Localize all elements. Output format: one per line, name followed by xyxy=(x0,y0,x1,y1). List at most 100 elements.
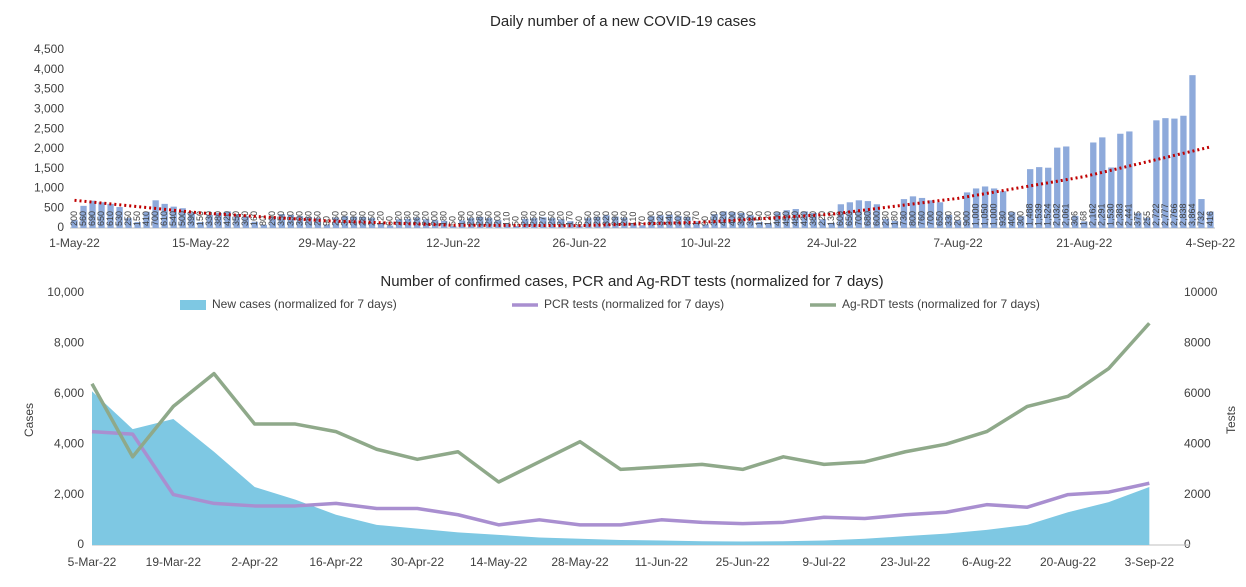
bar xyxy=(459,220,466,228)
y-tick-label: 0 xyxy=(77,537,84,551)
bar xyxy=(648,216,655,228)
bar xyxy=(233,214,240,228)
y-tick-label: 3,000 xyxy=(34,102,64,116)
y-tick-label: 8,000 xyxy=(54,336,84,350)
data-label: 120 xyxy=(763,211,773,226)
data-label: 410 xyxy=(141,211,151,226)
data-label: 800 xyxy=(907,211,917,226)
x-tick-label: 25-Jun-22 xyxy=(716,555,770,569)
bar xyxy=(549,218,556,228)
bar xyxy=(810,212,817,228)
data-label: 380 xyxy=(736,211,746,226)
data-label: 1,524 xyxy=(1043,203,1053,226)
data-label: 250 xyxy=(547,211,557,226)
bar xyxy=(990,188,998,228)
data-label: 60 xyxy=(384,216,394,226)
bar xyxy=(125,218,132,228)
y-tick-label: 10000 xyxy=(1184,285,1218,299)
bar xyxy=(927,200,935,228)
chart-title: Daily number of a new COVID-19 cases xyxy=(490,13,756,30)
bar xyxy=(477,216,484,228)
bar xyxy=(504,223,511,228)
bar xyxy=(936,202,944,228)
x-tick-label: 16-Apr-22 xyxy=(309,555,363,569)
y-tick-label: 10,000 xyxy=(47,285,84,299)
data-label: 930 xyxy=(998,211,1008,226)
data-label: 330 xyxy=(204,211,214,226)
bar xyxy=(630,223,637,228)
bar xyxy=(513,226,520,228)
bar xyxy=(801,211,808,228)
bar xyxy=(945,214,953,228)
bar xyxy=(278,214,286,228)
bar xyxy=(1144,217,1151,228)
data-label: 110 xyxy=(628,212,638,226)
legend-swatch xyxy=(180,300,206,310)
bar xyxy=(1090,142,1097,228)
data-label: 680 xyxy=(862,211,872,226)
data-label: 290 xyxy=(610,211,620,226)
bar xyxy=(756,222,763,228)
bar xyxy=(224,211,231,228)
data-label: 320 xyxy=(601,211,611,226)
bar xyxy=(242,216,249,228)
x-tick-label: 2-Apr-22 xyxy=(231,555,278,569)
x-tick-label: 21-Aug-22 xyxy=(1056,236,1112,250)
data-label: 220 xyxy=(393,211,403,226)
data-label: 2,777 xyxy=(1160,203,1170,226)
bar xyxy=(882,218,890,228)
bar xyxy=(413,217,421,228)
y-tick-label: 3,500 xyxy=(34,82,64,96)
bar xyxy=(657,215,664,228)
bar xyxy=(1189,75,1196,228)
y-tick-label: 4,500 xyxy=(34,42,64,56)
bar xyxy=(152,200,159,228)
bar xyxy=(134,222,141,228)
bar xyxy=(251,221,258,228)
data-label: 380 xyxy=(808,211,818,226)
bar xyxy=(1126,131,1133,228)
data-label: 560 xyxy=(78,211,88,226)
data-label: 300 xyxy=(673,211,683,226)
bar xyxy=(612,216,619,228)
data-label: 170 xyxy=(565,211,575,226)
bar xyxy=(693,221,700,228)
bar xyxy=(98,202,105,228)
bar xyxy=(1198,199,1205,228)
data-label: 300 xyxy=(240,211,250,226)
y-tick-label: 8000 xyxy=(1184,336,1211,350)
bar xyxy=(422,219,430,228)
data-label: 230 xyxy=(402,211,412,226)
data-label: 190 xyxy=(457,211,467,226)
data-label: 280 xyxy=(475,211,485,226)
x-tick-label: 11-Jun-22 xyxy=(635,555,688,569)
data-label: 732 xyxy=(1196,211,1206,226)
bar xyxy=(269,216,277,228)
data-label: 150 xyxy=(195,211,205,226)
data-label: 60 xyxy=(574,216,584,226)
bar xyxy=(981,186,989,228)
bar xyxy=(594,216,601,228)
bar xyxy=(819,219,826,228)
bar xyxy=(143,211,150,228)
x-tick-label: 14-May-22 xyxy=(470,555,528,569)
bar xyxy=(1171,118,1178,228)
x-tick-label: 30-Apr-22 xyxy=(391,555,445,569)
bar xyxy=(855,200,863,228)
x-tick-label: 9-Jul-22 xyxy=(802,555,846,569)
bar xyxy=(1036,167,1043,228)
bar xyxy=(963,192,971,228)
data-label: 290 xyxy=(348,211,358,226)
data-label: 250 xyxy=(583,211,593,226)
bar xyxy=(1162,118,1169,228)
data-label: 450 xyxy=(781,211,791,226)
data-label: 300 xyxy=(1016,211,1026,226)
line xyxy=(91,429,1150,527)
y-axis-label: Cases xyxy=(22,403,36,437)
data-label: 250 xyxy=(529,211,539,226)
bar xyxy=(1180,115,1187,228)
data-label: 700 xyxy=(925,211,935,226)
bar xyxy=(900,199,908,228)
x-tick-label: 1-May-22 xyxy=(49,236,100,250)
data-label: 306 xyxy=(1070,211,1080,226)
